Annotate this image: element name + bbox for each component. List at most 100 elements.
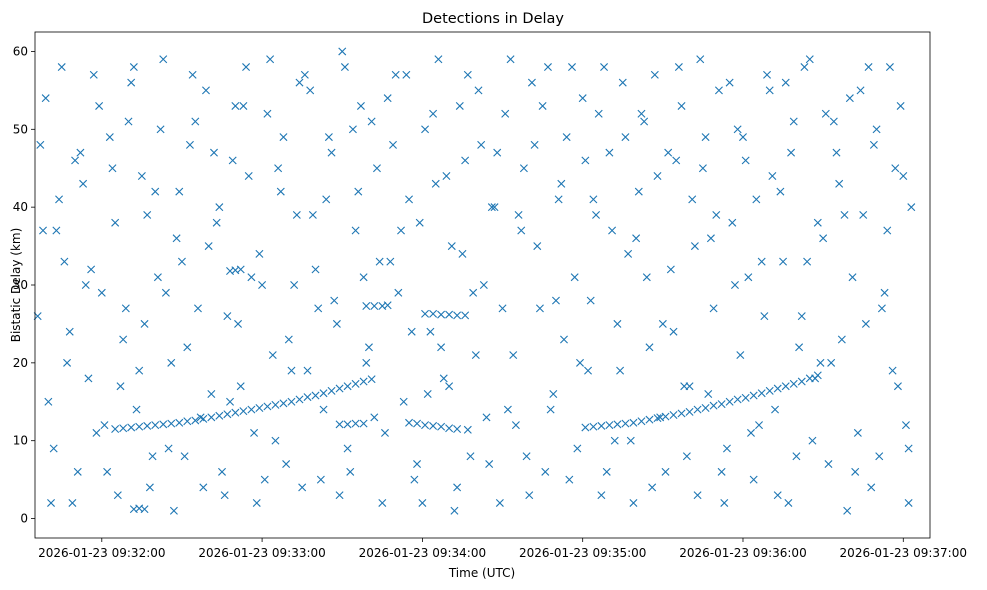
data-point <box>311 391 320 400</box>
y-tick-label: 50 <box>13 122 28 136</box>
data-point <box>535 304 544 313</box>
data-point <box>236 265 245 274</box>
data-point <box>765 386 774 395</box>
data-point <box>685 382 694 391</box>
data-point <box>637 417 646 426</box>
data-point <box>474 86 483 95</box>
data-point <box>431 179 440 188</box>
data-point <box>637 109 646 118</box>
data-point <box>541 467 550 476</box>
data-point <box>602 467 611 476</box>
data-point <box>367 117 376 126</box>
data-point <box>287 366 296 375</box>
data-point <box>113 491 122 500</box>
data-point <box>509 351 518 360</box>
data-point <box>271 400 280 409</box>
data-point <box>632 234 641 243</box>
y-tick-label: 10 <box>13 434 28 448</box>
data-point <box>621 419 630 428</box>
data-point <box>263 109 272 118</box>
data-point <box>629 498 638 507</box>
data-point <box>356 101 365 110</box>
data-point <box>389 140 397 149</box>
data-point <box>642 273 651 282</box>
data-point <box>65 327 74 336</box>
y-tick-label: 20 <box>13 356 28 370</box>
data-point <box>151 421 160 430</box>
data-point <box>466 452 475 461</box>
data-point <box>145 483 154 492</box>
data-point <box>827 358 836 367</box>
data-point <box>260 475 269 484</box>
data-point <box>306 86 315 95</box>
data-point <box>284 335 293 344</box>
data-point <box>52 226 61 235</box>
data-point <box>327 386 336 395</box>
data-point <box>757 389 766 398</box>
data-point <box>287 397 296 406</box>
data-point <box>335 491 344 500</box>
y-axis-label: Bistatic Delay (km) <box>9 228 23 343</box>
data-point <box>576 358 585 367</box>
data-point <box>159 420 168 429</box>
data-point <box>421 125 430 134</box>
data-point <box>610 436 619 445</box>
data-point <box>41 94 50 103</box>
data-point <box>279 399 288 408</box>
data-point <box>714 86 723 95</box>
data-point <box>899 172 908 181</box>
data-point <box>370 413 379 422</box>
data-point <box>629 418 638 427</box>
data-point <box>525 491 534 500</box>
data-point <box>185 140 194 149</box>
data-point <box>701 133 710 142</box>
data-point <box>763 70 772 79</box>
data-point <box>247 273 256 282</box>
data-point <box>824 460 833 469</box>
data-point <box>613 319 622 328</box>
data-point <box>856 86 865 95</box>
data-point <box>316 475 325 484</box>
data-point <box>538 101 547 110</box>
data-point <box>677 101 686 110</box>
data-point <box>728 218 737 227</box>
x-axis-label: Time (UTC) <box>448 566 515 580</box>
data-point <box>559 335 568 344</box>
data-point <box>143 421 152 430</box>
data-point <box>744 273 753 282</box>
data-point <box>869 140 878 149</box>
data-point <box>487 203 496 212</box>
x-tick-label: 2026-01-23 09:32:00 <box>38 546 165 560</box>
x-tick-label: 2026-01-23 09:37:00 <box>840 546 967 560</box>
data-point <box>116 382 125 391</box>
data-point <box>439 374 448 383</box>
data-point <box>658 319 667 328</box>
data-point <box>81 281 90 289</box>
data-point <box>768 172 777 181</box>
data-point <box>485 460 494 469</box>
data-point <box>720 498 729 507</box>
data-point <box>183 343 192 352</box>
data-point <box>613 420 622 429</box>
data-point <box>506 55 515 64</box>
data-point <box>300 70 309 79</box>
data-point <box>773 491 782 500</box>
data-point <box>883 226 892 235</box>
y-axis: 0 10 20 30 40 50 60 <box>13 44 35 526</box>
data-point <box>797 312 806 321</box>
data-point <box>226 397 235 406</box>
data-point <box>375 257 384 266</box>
data-point <box>749 475 758 484</box>
data-point <box>816 358 825 367</box>
data-point <box>551 296 560 305</box>
data-point <box>71 156 80 165</box>
data-point <box>792 452 801 461</box>
data-point <box>364 343 373 352</box>
data-point <box>215 203 224 212</box>
data-point <box>247 405 256 414</box>
data-point <box>848 273 857 282</box>
data-point <box>490 203 499 212</box>
data-point <box>343 420 352 429</box>
data-point <box>477 140 486 149</box>
